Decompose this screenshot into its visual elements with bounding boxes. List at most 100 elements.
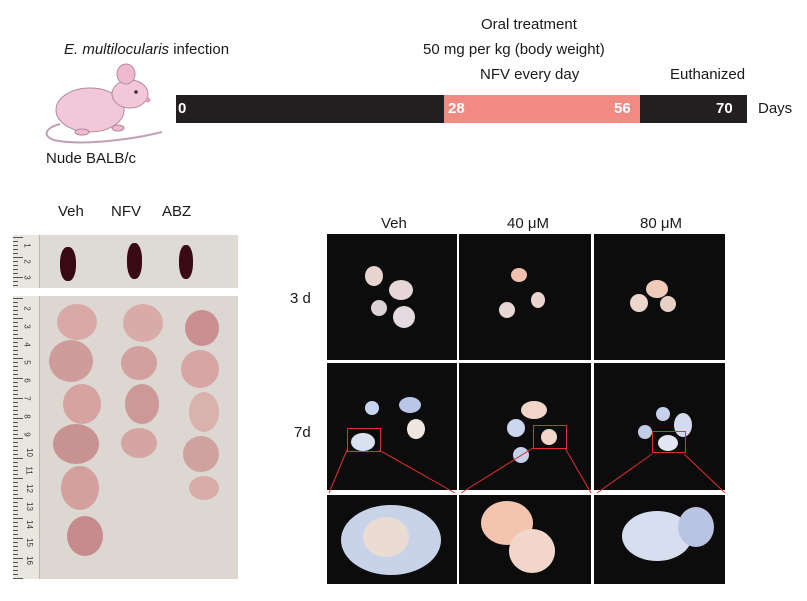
ruler-mark (13, 418, 23, 419)
mouse-illustration-icon (45, 63, 163, 144)
treatment-dose: 50 mg per kg (body weight) (423, 41, 605, 58)
ruler-mark (13, 578, 23, 579)
tissue-veh (57, 304, 97, 340)
timeline-tick-56: 56 (614, 100, 631, 117)
ruler-number: 3 (22, 324, 32, 329)
ruler-mark (13, 350, 18, 351)
cyst (407, 419, 425, 439)
cyst (541, 429, 557, 445)
timeline-tick-0: 0 (178, 100, 187, 117)
ruler-number: 2 (22, 259, 32, 264)
ruler-number: 14 (24, 520, 34, 529)
ruler-mark (13, 326, 18, 327)
ruler-mark (13, 566, 18, 567)
ruler-mark (13, 378, 23, 379)
ruler-number: 6 (22, 378, 32, 383)
timeline-pre-treatment-segment (176, 95, 444, 123)
ruler-number: 12 (24, 484, 34, 493)
cyst (393, 306, 415, 328)
cyst (678, 507, 714, 547)
ruler-mark (13, 390, 18, 391)
ruler-mark (13, 562, 18, 563)
ruler-number: 4 (22, 342, 32, 347)
ruler-mark (13, 410, 18, 411)
ruler-mark (13, 510, 18, 511)
tumor-tissue-photo: 2 3 4 5 6 7 8 9 10 11 12 13 14 15 16 (13, 296, 238, 579)
ruler-mark (13, 518, 23, 519)
ruler-number: 15 (24, 538, 34, 547)
ruler-mark (13, 318, 23, 319)
ruler-mark (13, 486, 18, 487)
ruler-mark (13, 334, 18, 335)
ruler-mark (13, 454, 18, 455)
ruler-number: 13 (24, 502, 34, 511)
tissue-veh (61, 466, 99, 510)
tissue-nfv (121, 428, 157, 458)
left-label-nfv: NFV (111, 203, 141, 220)
left-label-veh: Veh (58, 203, 84, 220)
ruler-mark (13, 506, 18, 507)
tissue-veh (49, 340, 93, 382)
tissue-nfv (121, 346, 157, 380)
ruler-mark (13, 514, 18, 515)
cyst (630, 294, 648, 312)
ruler-mark (13, 414, 18, 415)
ruler-mark (13, 402, 18, 403)
cyst (389, 280, 413, 300)
zoom-box-80um (652, 431, 686, 453)
ruler-mark (13, 438, 23, 439)
ruler-mark (13, 446, 18, 447)
column-label-40um: 40 μM (507, 215, 549, 232)
column-label-veh: Veh (381, 215, 407, 232)
ruler-mark (13, 265, 18, 266)
ruler-mark (13, 281, 18, 282)
row-label-7d: 7d (294, 424, 311, 441)
tissue-abz (183, 436, 219, 472)
ruler-mark (13, 285, 18, 286)
tissue-abz (189, 476, 219, 500)
cyst (521, 401, 547, 419)
tissue-nfv (125, 384, 159, 424)
spleen-nfv (127, 243, 142, 279)
ruler-mark (13, 474, 18, 475)
ruler-mark (13, 458, 23, 459)
ruler-number: 5 (22, 360, 32, 365)
ruler-number: 9 (22, 432, 32, 437)
treatment-schedule: NFV every day (480, 66, 580, 83)
ruler-mark (13, 426, 18, 427)
spleen-ruler: 1 2 3 (13, 235, 40, 288)
ruler-mark (13, 370, 18, 371)
ruler-mark (13, 322, 18, 323)
ruler-mark (13, 261, 18, 262)
cyst (351, 433, 375, 451)
ruler-number: 16 (24, 556, 34, 565)
ruler-mark (13, 478, 23, 479)
ruler-mark (13, 558, 23, 559)
ruler-mark (13, 498, 23, 499)
cyst (371, 300, 387, 316)
ruler-mark (13, 546, 18, 547)
ruler-mark (13, 342, 18, 343)
ruler-mark (13, 554, 18, 555)
zoom-connector-lines (328, 448, 726, 494)
cyst (660, 296, 676, 312)
ruler-number: 8 (22, 414, 32, 419)
mouse-strain-label: Nude BALB/c (46, 150, 137, 167)
left-label-abz: ABZ (162, 203, 192, 220)
zoom-box-veh (347, 428, 381, 452)
ruler-mark (13, 534, 18, 535)
ruler-mark (13, 273, 18, 274)
spleen-photo: 1 2 3 (13, 235, 238, 288)
ruler-mark (13, 245, 18, 246)
ruler-mark (13, 249, 18, 250)
tissue-veh (67, 516, 103, 556)
ruler-mark (13, 442, 18, 443)
zoom-image-40um (459, 495, 591, 584)
ruler-mark (13, 269, 18, 270)
timeline-post-treatment-segment (640, 95, 747, 123)
ruler-number: 10 (24, 448, 34, 457)
zoom-box-40um (533, 425, 567, 449)
tissue-veh (63, 384, 101, 424)
ruler-mark (13, 406, 18, 407)
ruler-mark (13, 241, 18, 242)
